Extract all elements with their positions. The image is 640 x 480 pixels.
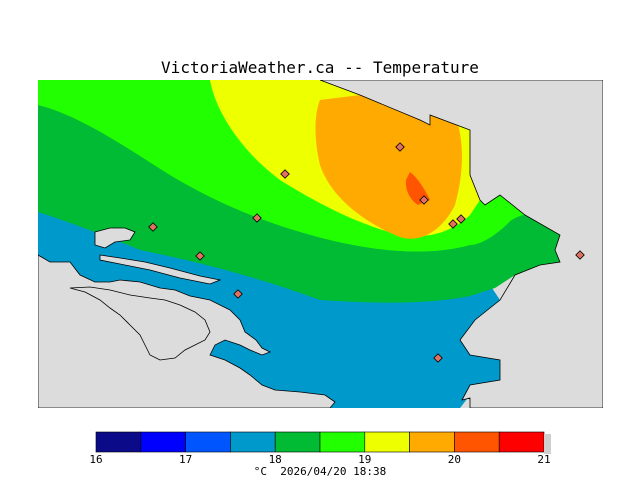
legend-swatch [230, 431, 276, 453]
station-marker[interactable] [252, 213, 262, 223]
station-marker[interactable] [233, 289, 243, 299]
legend-tick-label: 19 [358, 453, 372, 466]
legend-swatch [498, 431, 545, 453]
station-marker[interactable] [148, 222, 158, 232]
legend-swatch [95, 431, 142, 453]
station-marker[interactable] [433, 353, 443, 363]
legend-tick-label: 18 [268, 453, 282, 466]
legend-swatch [319, 431, 366, 453]
color-legend [95, 431, 551, 454]
legend-swatch [409, 431, 455, 453]
legend-timestamp: 2026/04/20 18:38 [280, 465, 387, 478]
legend-tick-label: 17 [178, 453, 193, 466]
legend-unit: °C [253, 465, 268, 478]
station-marker[interactable] [448, 219, 458, 229]
map-title: VictoriaWeather.ca -- Temperature [161, 58, 479, 77]
legend-tick-label: 16 [89, 453, 103, 466]
landmass-spit [99, 254, 222, 285]
legend-tick-label: 21 [537, 453, 551, 466]
station-markers [148, 142, 585, 363]
legend-tick-label: 20 [447, 453, 462, 466]
contour-18-19-mid [38, 80, 520, 252]
station-marker[interactable] [575, 250, 585, 260]
legend-swatch [364, 431, 410, 453]
landmass-peninsula [69, 286, 211, 361]
station-marker[interactable] [195, 251, 205, 261]
legend-tick-labels: 16 17 18 19 20 21 [0, 453, 640, 467]
landmass-bay-island [94, 227, 136, 249]
station-marker[interactable] [395, 142, 405, 152]
landmass-north [319, 80, 603, 408]
station-marker[interactable] [280, 169, 290, 179]
landmasses [38, 80, 603, 408]
station-marker[interactable] [419, 195, 429, 205]
legend-swatch [140, 431, 186, 453]
legend-swatch [274, 431, 321, 453]
legend-swatch [185, 431, 231, 453]
station-marker[interactable] [456, 214, 466, 224]
contour-18-band [38, 105, 560, 303]
legend-swatch [454, 431, 500, 453]
legend-shadow [544, 434, 551, 454]
legend-caption: °C 2026/04/20 18:38 [0, 465, 640, 478]
